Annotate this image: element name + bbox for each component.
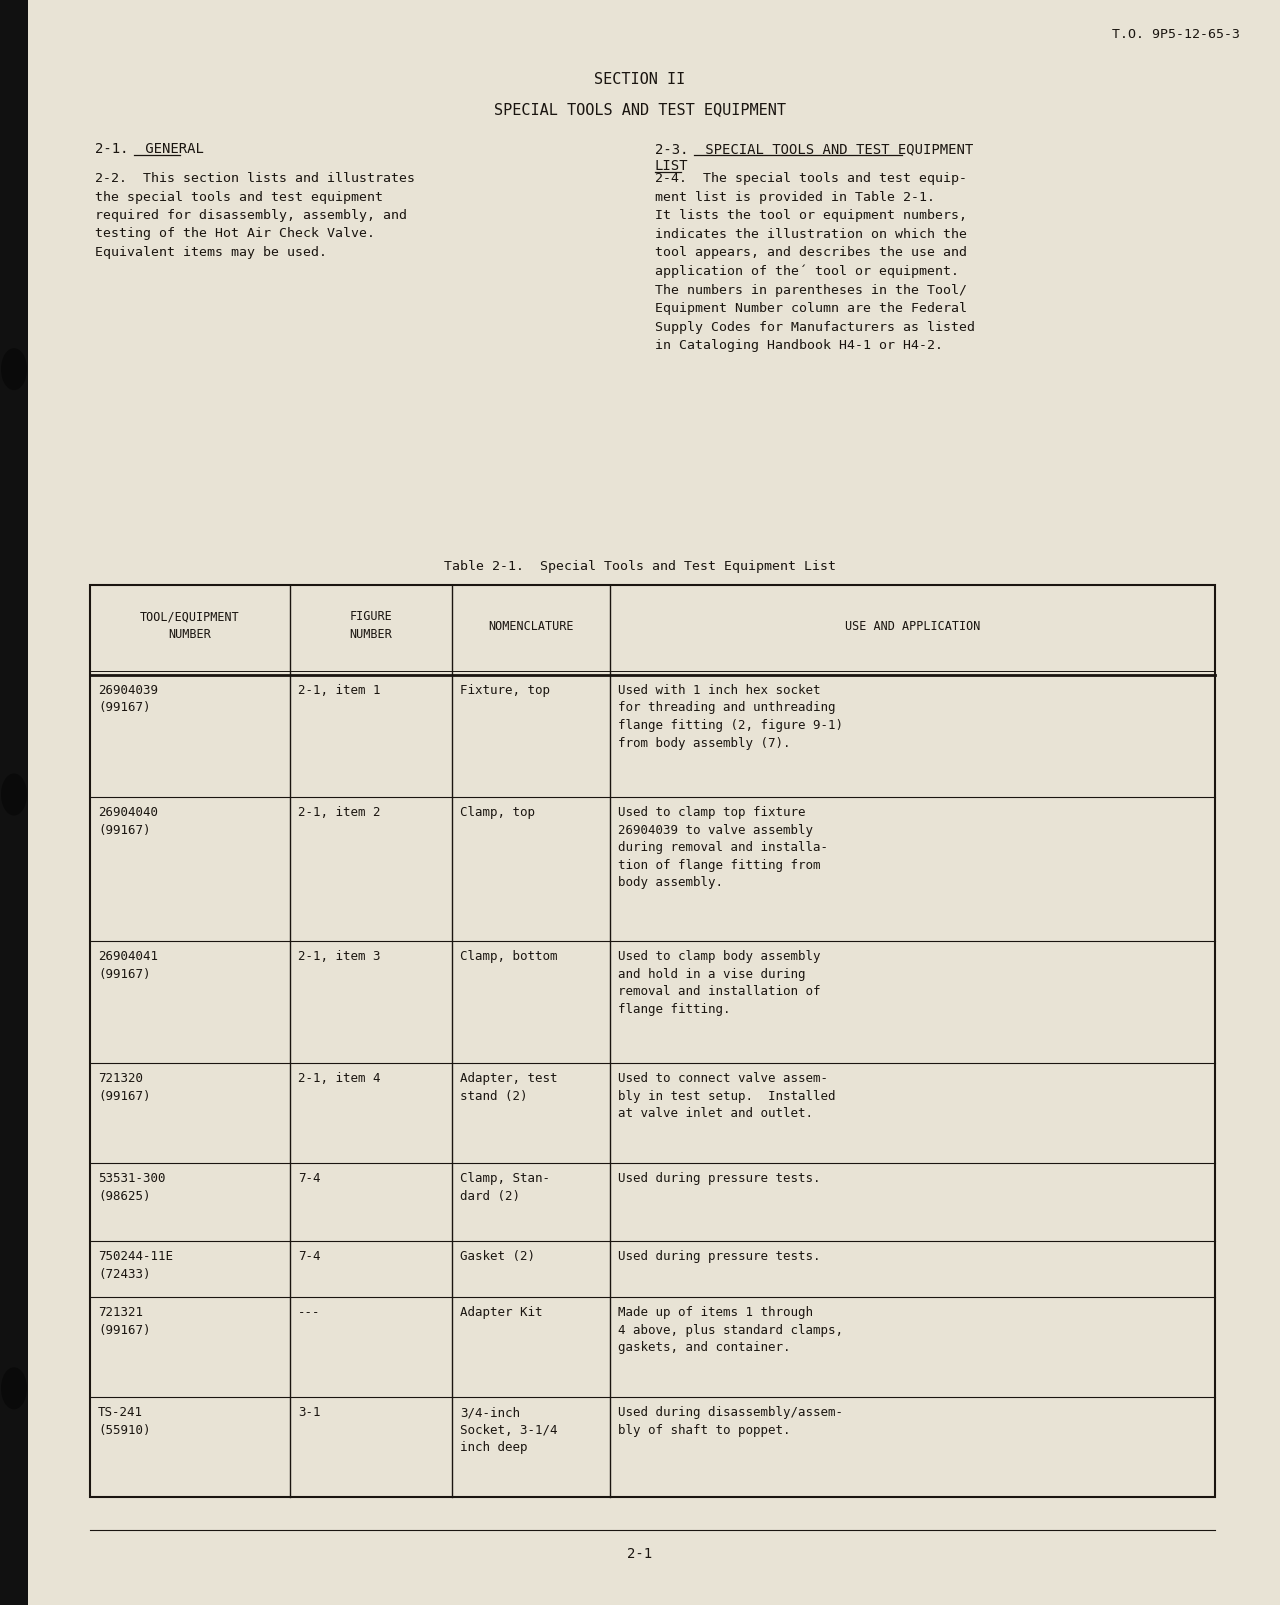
Text: FIGURE: FIGURE <box>349 610 393 623</box>
Text: Used to connect valve assem-
bly in test setup.  Installed
at valve inlet and ou: Used to connect valve assem- bly in test… <box>618 1072 836 1120</box>
Text: 53531-300
(98625): 53531-300 (98625) <box>99 1173 165 1204</box>
Text: 2-1: 2-1 <box>627 1547 653 1562</box>
Text: Used to clamp body assembly
and hold in a vise during
removal and installation o: Used to clamp body assembly and hold in … <box>618 950 820 1016</box>
Text: Clamp, top: Clamp, top <box>460 806 535 819</box>
Text: SPECIAL TOOLS AND TEST EQUIPMENT: SPECIAL TOOLS AND TEST EQUIPMENT <box>494 103 786 117</box>
Text: 7-4: 7-4 <box>298 1173 320 1186</box>
Text: 2-1, item 3: 2-1, item 3 <box>298 950 380 963</box>
Text: 7-4: 7-4 <box>298 1250 320 1263</box>
Text: TOOL/EQUIPMENT: TOOL/EQUIPMENT <box>140 610 239 623</box>
Bar <box>90 584 1215 1497</box>
Text: Adapter Kit: Adapter Kit <box>460 1306 543 1319</box>
Text: Made up of items 1 through
4 above, plus standard clamps,
gaskets, and container: Made up of items 1 through 4 above, plus… <box>618 1306 844 1355</box>
Text: Clamp, bottom: Clamp, bottom <box>460 950 558 963</box>
Text: 26904039
(99167): 26904039 (99167) <box>99 684 157 714</box>
Text: 3/4-inch
Socket, 3-1/4
inch deep: 3/4-inch Socket, 3-1/4 inch deep <box>460 1406 558 1454</box>
Text: NUMBER: NUMBER <box>169 629 211 642</box>
Text: 2-2.  This section lists and illustrates
the special tools and test equipment
re: 2-2. This section lists and illustrates … <box>95 172 415 258</box>
Text: SECTION II: SECTION II <box>594 72 686 87</box>
Text: 721320
(99167): 721320 (99167) <box>99 1072 151 1103</box>
Ellipse shape <box>1 1367 27 1409</box>
Text: Clamp, Stan-
dard (2): Clamp, Stan- dard (2) <box>460 1173 550 1204</box>
Text: USE AND APPLICATION: USE AND APPLICATION <box>845 620 980 632</box>
Text: 2-1, item 2: 2-1, item 2 <box>298 806 380 819</box>
Text: Adapter, test
stand (2): Adapter, test stand (2) <box>460 1072 558 1103</box>
Text: T.O. 9P5-12-65-3: T.O. 9P5-12-65-3 <box>1112 27 1240 42</box>
Text: Used during disassembly/assem-
bly of shaft to poppet.: Used during disassembly/assem- bly of sh… <box>618 1406 844 1436</box>
Text: Used with 1 inch hex socket
for threading and unthreading
flange fitting (2, fig: Used with 1 inch hex socket for threadin… <box>618 684 844 750</box>
Ellipse shape <box>1 348 27 390</box>
Text: NOMENCLATURE: NOMENCLATURE <box>488 620 573 632</box>
Text: Fixture, top: Fixture, top <box>460 684 550 697</box>
Text: ---: --- <box>298 1306 320 1319</box>
Text: TS-241
(55910): TS-241 (55910) <box>99 1406 151 1436</box>
Ellipse shape <box>1 774 27 815</box>
Text: Used to clamp top fixture
26904039 to valve assembly
during removal and installa: Used to clamp top fixture 26904039 to va… <box>618 806 828 889</box>
Text: Gasket (2): Gasket (2) <box>460 1250 535 1263</box>
Text: LIST: LIST <box>655 159 689 173</box>
Text: 2-3.  SPECIAL TOOLS AND TEST EQUIPMENT: 2-3. SPECIAL TOOLS AND TEST EQUIPMENT <box>655 141 973 156</box>
Text: 721321
(99167): 721321 (99167) <box>99 1306 151 1337</box>
Text: 26904041
(99167): 26904041 (99167) <box>99 950 157 981</box>
Text: NUMBER: NUMBER <box>349 629 393 642</box>
Text: 2-1, item 1: 2-1, item 1 <box>298 684 380 697</box>
Text: 2-1, item 4: 2-1, item 4 <box>298 1072 380 1085</box>
Text: 2-1.  GENERAL: 2-1. GENERAL <box>95 141 204 156</box>
Text: 3-1: 3-1 <box>298 1406 320 1419</box>
Text: Table 2-1.  Special Tools and Test Equipment List: Table 2-1. Special Tools and Test Equipm… <box>444 560 836 573</box>
Text: Used during pressure tests.: Used during pressure tests. <box>618 1173 820 1186</box>
Text: 26904040
(99167): 26904040 (99167) <box>99 806 157 836</box>
Text: Used during pressure tests.: Used during pressure tests. <box>618 1250 820 1263</box>
Text: 750244-11E
(72433): 750244-11E (72433) <box>99 1250 173 1281</box>
Bar <box>0 0 28 1605</box>
Text: 2-4.  The special tools and test equip-
ment list is provided in Table 2-1.
It l: 2-4. The special tools and test equip- m… <box>655 172 975 351</box>
